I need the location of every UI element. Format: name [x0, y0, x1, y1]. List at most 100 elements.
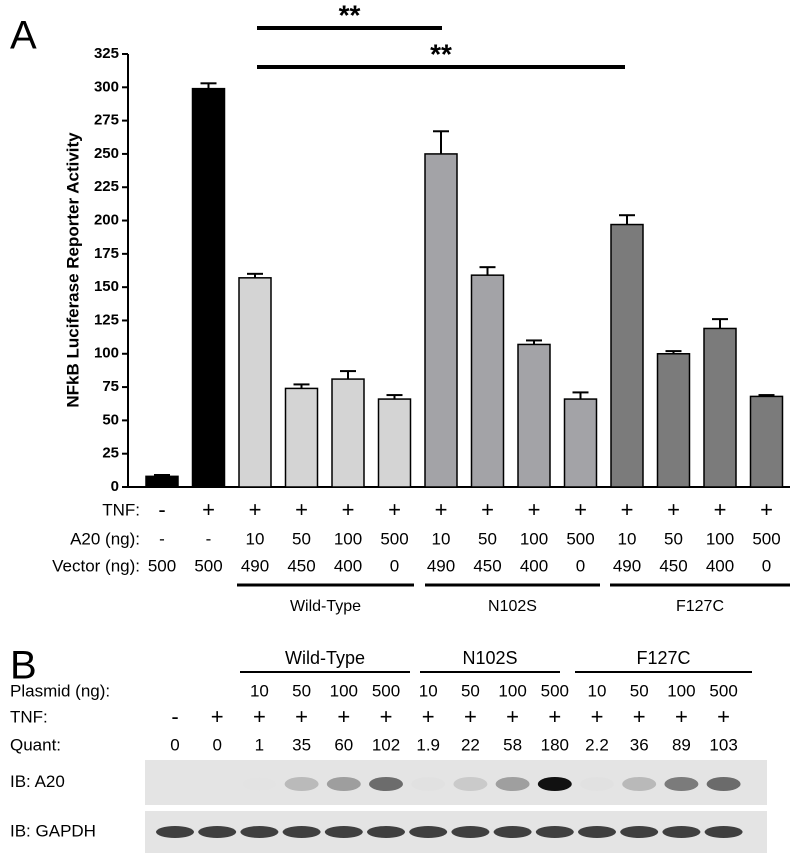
bar [517, 343, 551, 488]
bar [238, 277, 272, 488]
bar [145, 475, 179, 488]
row-label: TNF: [102, 500, 140, 519]
table-cell: + [633, 704, 646, 729]
table-cell: + [388, 497, 401, 522]
bar [656, 353, 691, 488]
gapdh-band [620, 826, 659, 838]
y-tick-label: 0 [111, 478, 119, 495]
y-tick-label: 200 [94, 212, 119, 229]
table-cell: 36 [630, 735, 649, 754]
gapdh-band [493, 826, 532, 838]
table-cell: + [249, 497, 262, 522]
table-cell: 50 [461, 681, 480, 700]
table-cell: 500 [541, 681, 569, 700]
table-cell: 500 [148, 556, 176, 575]
table-cell: + [675, 704, 688, 729]
table-cell: 500 [709, 681, 737, 700]
table-cell: - [159, 529, 165, 548]
group-label: N102S [488, 598, 537, 615]
blot-label: IB: GAPDH [10, 821, 96, 840]
gapdh-band [324, 826, 363, 838]
table-cell: - [171, 704, 178, 729]
a20-band [242, 777, 276, 791]
table-cell: 50 [630, 681, 649, 700]
table-cell: 500 [194, 556, 222, 575]
table-cell: 450 [287, 556, 315, 575]
bar [749, 395, 784, 488]
table-cell: 89 [672, 735, 691, 754]
table-cell: - [158, 497, 165, 522]
y-tick-label: 75 [102, 378, 119, 395]
gapdh-band [578, 826, 616, 838]
table-cell: 10 [419, 681, 438, 700]
table-cell: + [342, 497, 355, 522]
row-label: Vector (ng): [52, 556, 140, 575]
table-cell: 10 [432, 529, 451, 548]
table-cell: + [481, 497, 494, 522]
table-cell: 22 [461, 735, 480, 754]
gapdh-band [198, 826, 237, 838]
table-cell: 10 [250, 681, 269, 700]
gapdh-band [704, 826, 743, 838]
table-cell: + [714, 497, 727, 522]
table-cell: 100 [667, 681, 695, 700]
group-label: Wild-Type [290, 598, 361, 615]
table-cell: 100 [706, 529, 734, 548]
table-cell: 500 [752, 529, 780, 548]
a20-band [622, 777, 657, 791]
gapdh-band [409, 826, 448, 838]
y-tick-label: 250 [94, 145, 119, 162]
table-cell: 10 [588, 681, 607, 700]
table-cell: 400 [334, 556, 362, 575]
table-cell: 58 [503, 735, 522, 754]
table-cell: + [574, 497, 587, 522]
a20-band [369, 777, 403, 791]
table-cell: 10 [618, 529, 637, 548]
table-cell: 490 [241, 556, 269, 575]
group-label: F127C [676, 598, 724, 615]
y-tick-label: 150 [94, 278, 119, 295]
panel-label: A [10, 14, 37, 58]
table-cell: 50 [292, 681, 311, 700]
table-cell: 100 [520, 529, 548, 548]
y-tick-label: 275 [94, 112, 119, 129]
a20-band [411, 777, 445, 791]
a20-band [580, 777, 614, 791]
y-axis-label: NFkB Luciferase Reporter Activity [63, 132, 82, 408]
table-cell: 100 [330, 681, 358, 700]
group-label: N102S [462, 648, 517, 668]
table-cell: 0 [390, 556, 399, 575]
y-tick-label: 100 [94, 345, 119, 362]
table-cell: + [380, 704, 393, 729]
table-cell: + [295, 704, 308, 729]
table-cell: 60 [334, 735, 353, 754]
a20-band [495, 777, 530, 791]
y-tick-label: 225 [94, 178, 119, 195]
row-label: Plasmid (ng): [10, 681, 110, 700]
bar [610, 223, 644, 488]
table-cell: + [422, 704, 435, 729]
gapdh-band [367, 826, 405, 838]
table-cell: 0 [762, 556, 771, 575]
row-label: TNF: [10, 707, 48, 726]
bar [424, 153, 458, 488]
group-label: F127C [636, 648, 690, 668]
gapdh-band [156, 826, 194, 838]
table-cell: 50 [478, 529, 497, 548]
table-cell: 450 [473, 556, 501, 575]
table-cell: 102 [372, 735, 400, 754]
table-cell: 103 [709, 735, 737, 754]
significance-label: ** [430, 38, 452, 69]
table-cell: + [760, 497, 773, 522]
table-cell: 1.9 [416, 735, 440, 754]
row-label: Quant: [10, 735, 61, 754]
y-tick-label: 50 [102, 411, 119, 428]
table-cell: + [667, 497, 680, 522]
table-cell: 450 [659, 556, 687, 575]
blot-background [145, 760, 767, 805]
a20-band [706, 777, 741, 791]
table-cell: 2.2 [585, 735, 609, 754]
table-cell: + [717, 704, 730, 729]
bar [377, 398, 412, 488]
y-tick-label: 175 [94, 245, 119, 262]
